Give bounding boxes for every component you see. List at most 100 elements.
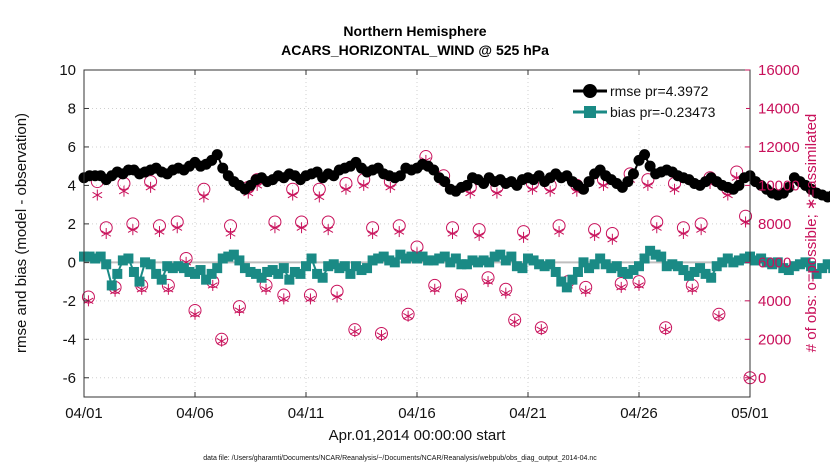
bias-point xyxy=(190,268,200,279)
bias-point xyxy=(162,261,173,272)
bias-point xyxy=(134,276,145,287)
asterisk-stroke xyxy=(110,288,121,295)
y-left-tick-label: 2 xyxy=(68,216,76,233)
asterisk-stroke xyxy=(278,295,289,303)
bias-point xyxy=(789,261,800,272)
bias-point xyxy=(645,245,656,256)
assimilated-obs-marker xyxy=(456,293,467,305)
bias-point xyxy=(90,253,101,264)
asterisk-stroke xyxy=(127,226,138,233)
assimilated-obs-marker xyxy=(554,226,565,238)
bias-point xyxy=(167,263,178,274)
assimilated-obs-marker xyxy=(225,228,236,239)
bias-point xyxy=(606,263,617,274)
bias-point xyxy=(350,261,361,272)
y-left-tick-label: -4 xyxy=(63,331,76,348)
bias-point xyxy=(434,253,445,264)
y-right-tick-label: 0 xyxy=(758,370,766,387)
legend: rmse pr=4.3972 bias pr=-0.23473 xyxy=(556,76,746,126)
asterisk-stroke xyxy=(642,182,653,189)
bias-point xyxy=(312,268,323,279)
bias-point xyxy=(289,266,300,277)
bias-point xyxy=(195,265,206,276)
bias-point xyxy=(783,265,794,276)
assimilated-obs-marker xyxy=(127,224,138,236)
bias-point xyxy=(511,261,522,272)
x-tick-label: 04/16 xyxy=(398,405,436,422)
y-left-tick-label: 6 xyxy=(68,139,76,156)
assimilated-obs-marker xyxy=(713,310,724,322)
bias-point xyxy=(617,266,628,277)
asterisk-stroke xyxy=(394,228,405,235)
asterisk-stroke xyxy=(225,230,236,237)
assimilated-obs-marker xyxy=(633,279,645,291)
bias-point xyxy=(450,253,461,264)
bias-point xyxy=(523,253,533,264)
x-axis-label: Apr.01,2014 00:00:00 start xyxy=(329,427,507,444)
bias-point xyxy=(539,261,550,272)
asterisk-stroke xyxy=(269,224,280,231)
bias-point xyxy=(572,266,583,277)
bias-point xyxy=(517,263,528,274)
assimilated-obs-marker xyxy=(616,281,627,293)
asterisk-stroke xyxy=(163,286,174,293)
bias-point xyxy=(445,257,456,268)
asterisk-stroke xyxy=(358,182,369,189)
y-right-tick-label: 4000 xyxy=(758,293,791,310)
asterisk-stroke xyxy=(296,224,307,231)
assimilated-obs-marker xyxy=(287,189,298,201)
y-left-axis-ticks: -6 -4 -2 0 2 4 6 8 10 xyxy=(59,62,89,387)
assimilated-obs-marker xyxy=(340,183,351,195)
bias-point xyxy=(728,257,739,268)
asterisk-stroke xyxy=(633,282,645,289)
bias-series xyxy=(79,245,830,293)
assimilated-obs-marker xyxy=(163,283,174,295)
asterisk-stroke xyxy=(740,218,751,226)
assimilated-obs-marker xyxy=(447,228,458,239)
asterisk-stroke xyxy=(234,307,245,314)
bias-point xyxy=(778,263,789,274)
assimilated-obs-marker xyxy=(154,226,165,238)
bias-point xyxy=(256,272,267,283)
bias-point xyxy=(567,274,578,285)
bias-point xyxy=(378,251,389,262)
asterisk-stroke xyxy=(669,186,680,193)
bias-point xyxy=(756,253,767,264)
bias-point xyxy=(534,259,545,270)
bias-point xyxy=(439,251,450,262)
bias-point xyxy=(672,261,683,272)
bias-point xyxy=(478,255,489,266)
bias-point xyxy=(412,253,422,264)
y-left-tick-label: -2 xyxy=(63,293,76,310)
bias-point xyxy=(711,261,722,272)
asterisk-stroke xyxy=(367,230,378,237)
y-left-tick-label: 10 xyxy=(59,62,76,79)
obs-count-markers xyxy=(81,150,757,385)
assimilated-obs-marker xyxy=(509,316,520,328)
asterisk-stroke xyxy=(598,182,609,189)
rmse-point xyxy=(783,181,795,193)
bias-point xyxy=(212,263,223,274)
bias-point xyxy=(689,266,700,277)
bias-point xyxy=(151,268,162,279)
bias-point xyxy=(595,253,606,264)
bias-point xyxy=(683,270,694,281)
asterisk-stroke xyxy=(651,224,662,231)
bias-point xyxy=(584,263,595,274)
assimilated-obs-marker xyxy=(332,291,343,303)
asterisk-stroke xyxy=(198,193,209,201)
assimilated-obs-marker xyxy=(234,304,245,316)
bias-point xyxy=(489,251,500,262)
rmse-point xyxy=(583,176,595,188)
y-right-tick-label: 14000 xyxy=(758,100,800,117)
asterisk-stroke xyxy=(456,295,467,303)
assimilated-obs-marker xyxy=(376,329,387,341)
bias-point xyxy=(461,259,472,270)
asterisk-stroke xyxy=(349,328,360,335)
bias-point xyxy=(239,263,250,274)
bias-point xyxy=(806,261,817,272)
asterisk-stroke xyxy=(118,187,129,195)
assimilated-obs-marker xyxy=(696,224,707,236)
bias-point xyxy=(201,274,212,285)
